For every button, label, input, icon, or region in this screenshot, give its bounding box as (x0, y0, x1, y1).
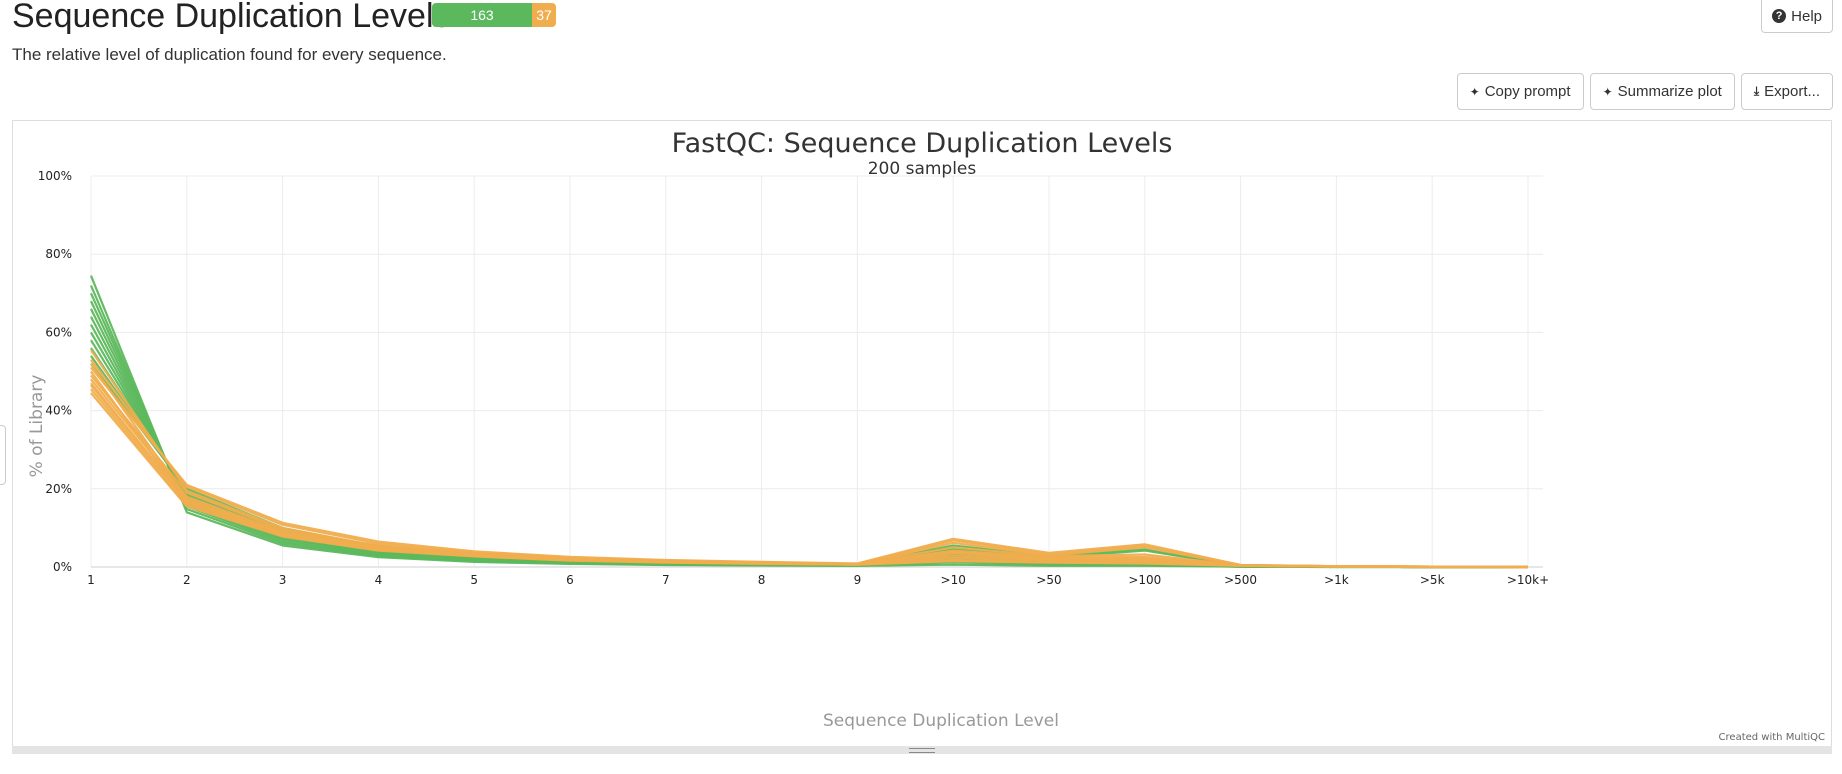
x-axis-ticks: 1 2 3 4 5 6 7 8 9 >10 >50 >100 >500 >1k >5k >10k+ (87, 573, 1549, 587)
export-label: Export... (1764, 83, 1820, 100)
export-button[interactable]: ⤓ Export... (1740, 73, 1833, 110)
chart-subtitle: 200 samples (868, 159, 977, 179)
x-tick-label: 3 (279, 573, 287, 587)
x-tick-label: 2 (183, 573, 191, 587)
grip-icon (909, 747, 935, 753)
x-axis-label: Sequence Duplication Level (823, 711, 1059, 731)
plot-toolbar: ✦ Copy prompt ✦ Summarize plot ⤓ Export.… (1456, 73, 1833, 110)
download-icon: ⤓ (1753, 84, 1760, 98)
y-axis-label: % of Library (27, 375, 47, 478)
grid-lines (90, 175, 1543, 568)
x-tick-label: >1k (1324, 573, 1349, 587)
y-tick-label: 20% (45, 482, 72, 496)
x-tick-label: 8 (758, 573, 766, 587)
duplication-chart: 0% 20% 40% 60% 80% 100% 1 2 3 4 5 6 7 8 9 >10 >50 >100 >5… (27, 128, 1825, 743)
help-button[interactable]: ? Help (1761, 0, 1833, 33)
plot-series (89, 275, 1529, 569)
y-tick-label: 100% (38, 169, 72, 183)
side-panel-toggle[interactable] (0, 425, 6, 485)
help-button-label: Help (1791, 7, 1822, 25)
copy-prompt-label: Copy prompt (1484, 83, 1571, 100)
x-tick-label: 5 (470, 573, 478, 587)
multiqc-credit: Created with MultiQC (1719, 732, 1825, 743)
x-tick-label: >10k+ (1507, 573, 1549, 587)
status-bar[interactable]: 163 37 (432, 3, 556, 27)
series-line-pass[interactable] (90, 324, 1528, 569)
x-tick-label: >500 (1224, 573, 1257, 587)
x-tick-label: >100 (1128, 573, 1161, 587)
section-title: Sequence Duplication Levels (12, 0, 451, 35)
x-tick-label: >5k (1420, 573, 1445, 587)
plot-resize-handle[interactable] (12, 746, 1832, 754)
y-axis-ticks: 0% 20% 40% 60% 80% 100% (38, 169, 72, 574)
series-line-warn[interactable] (90, 370, 1528, 569)
pass-count-segment[interactable]: 163 (432, 3, 532, 27)
x-tick-label: 7 (662, 573, 670, 587)
sparkle-icon: ✦ (1469, 84, 1480, 99)
x-tick-label: >10 (941, 573, 966, 587)
series-line-pass[interactable] (89, 292, 1528, 569)
chart-title: FastQC: Sequence Duplication Levels (672, 128, 1173, 159)
y-tick-label: 80% (45, 247, 72, 261)
series-line-warn[interactable] (90, 392, 1528, 569)
series-line-warn[interactable] (90, 363, 1529, 569)
section-description: The relative level of duplication found … (12, 45, 447, 64)
series-line-pass[interactable] (89, 285, 1528, 569)
series-line-pass[interactable] (89, 275, 1528, 569)
x-tick-label: 9 (854, 573, 862, 587)
copy-prompt-button[interactable]: ✦ Copy prompt (1456, 73, 1584, 110)
y-tick-label: 60% (45, 325, 72, 339)
plot-panel: 0% 20% 40% 60% 80% 100% 1 2 3 4 5 6 7 8 9 >10 >50 >100 >5… (12, 120, 1832, 747)
summarize-plot-button[interactable]: ✦ Summarize plot (1589, 73, 1735, 110)
warn-count-segment[interactable]: 37 (532, 3, 556, 27)
y-tick-label: 40% (45, 404, 72, 418)
summarize-plot-label: Summarize plot (1617, 83, 1722, 100)
x-tick-label: >50 (1036, 573, 1061, 587)
x-tick-label: 1 (87, 573, 95, 587)
sparkle-icon: ✦ (1602, 84, 1613, 99)
x-tick-label: 6 (566, 573, 574, 587)
question-circle-icon: ? (1772, 9, 1787, 23)
x-tick-label: 4 (375, 573, 383, 587)
y-tick-label: 0% (53, 560, 72, 574)
